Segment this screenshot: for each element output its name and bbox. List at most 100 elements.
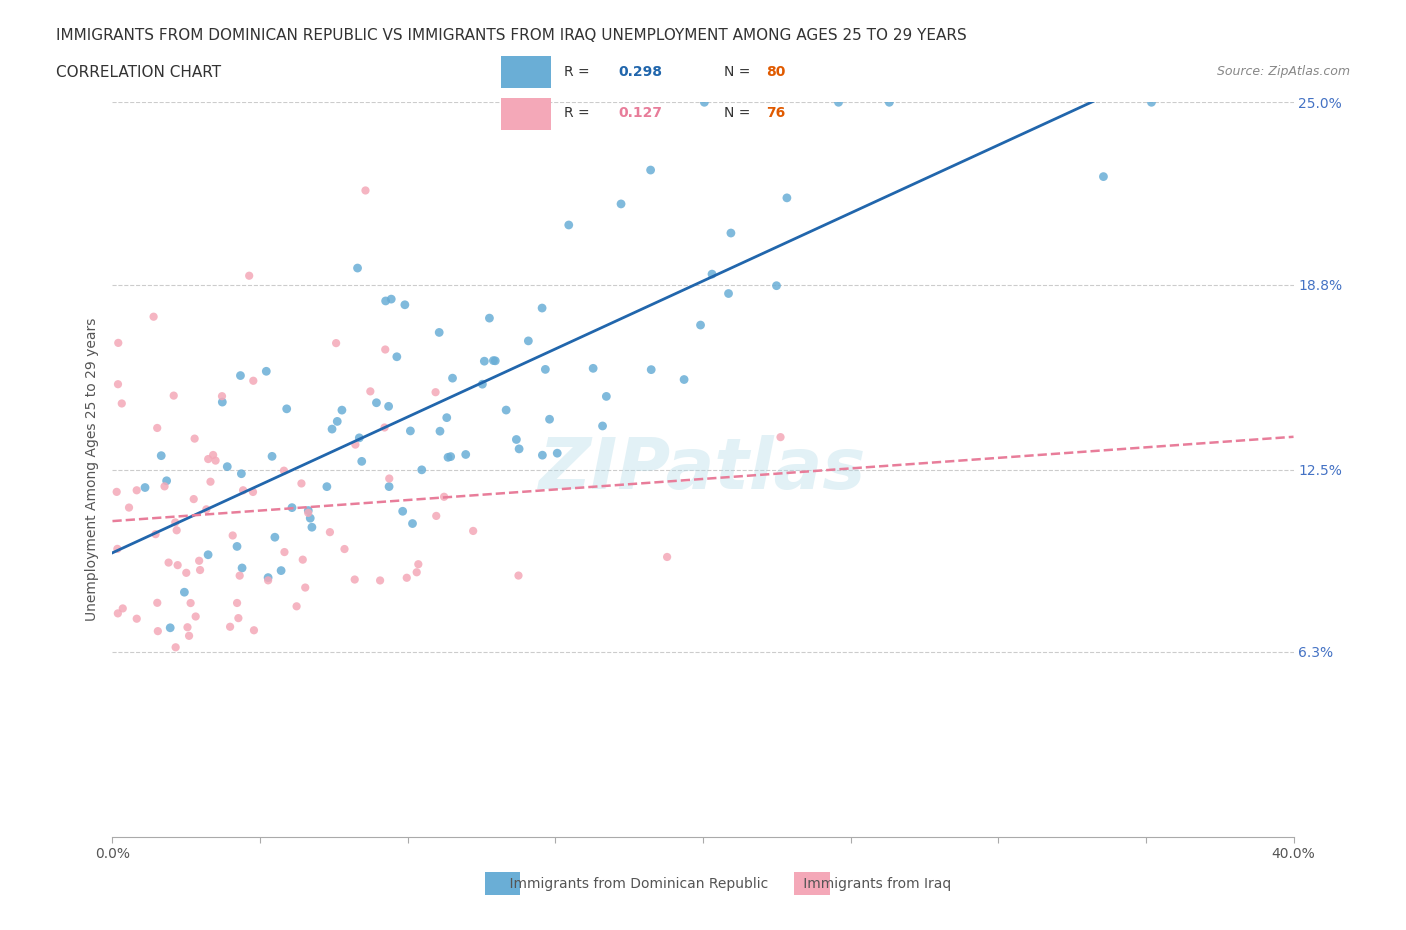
Point	[159, 620, 181, 635]
Point	[378, 472, 401, 486]
Point	[366, 395, 388, 410]
Point	[188, 563, 211, 578]
Point	[166, 523, 188, 538]
Point	[281, 500, 304, 515]
Point	[228, 568, 250, 583]
Point	[111, 396, 134, 411]
Text: R =: R =	[564, 106, 593, 121]
Point	[394, 298, 416, 312]
Point	[184, 609, 207, 624]
Text: 80: 80	[766, 64, 786, 79]
Point	[441, 371, 464, 386]
Point	[299, 511, 322, 525]
Point	[197, 452, 219, 467]
Point	[484, 353, 506, 368]
Point	[125, 611, 148, 626]
Point	[107, 377, 129, 392]
Point	[111, 601, 134, 616]
Point	[478, 311, 501, 325]
Point	[508, 568, 530, 583]
Point	[427, 325, 450, 339]
Point	[531, 300, 554, 315]
Point	[315, 479, 337, 494]
Text: 0.298: 0.298	[619, 64, 662, 79]
Point	[200, 474, 222, 489]
Point	[349, 431, 371, 445]
Point	[517, 334, 540, 349]
Point	[204, 453, 226, 468]
Text: 0.127: 0.127	[619, 106, 662, 121]
Point	[592, 418, 614, 433]
Point	[202, 447, 225, 462]
Point	[508, 442, 530, 457]
Point	[211, 394, 233, 409]
Text: Immigrants from Dominican Republic        Immigrants from Iraq: Immigrants from Dominican Republic Immig…	[492, 876, 952, 891]
Point	[285, 599, 308, 614]
Point	[163, 388, 186, 403]
Point	[276, 402, 298, 417]
Point	[243, 623, 266, 638]
Point	[219, 619, 242, 634]
Y-axis label: Unemployment Among Ages 25 to 29 years: Unemployment Among Ages 25 to 29 years	[84, 318, 98, 621]
Point	[776, 191, 799, 206]
Point	[153, 479, 176, 494]
Point	[319, 525, 342, 539]
Point	[291, 552, 314, 567]
Point	[558, 218, 581, 232]
Point	[425, 509, 447, 524]
Point	[105, 541, 128, 556]
Point	[454, 447, 477, 462]
Point	[700, 267, 723, 282]
Point	[429, 424, 451, 439]
Text: 76: 76	[766, 106, 786, 121]
Point	[595, 389, 617, 404]
Point	[717, 286, 740, 301]
Point	[211, 389, 233, 404]
Point	[378, 479, 401, 494]
Point	[156, 473, 179, 488]
Point	[401, 516, 423, 531]
Point	[242, 485, 264, 499]
Point	[534, 362, 557, 377]
Point	[273, 545, 295, 560]
Point	[333, 541, 356, 556]
Point	[254, 364, 277, 379]
Point	[180, 595, 202, 610]
Point	[188, 553, 211, 568]
Point	[134, 480, 156, 495]
Point	[374, 294, 396, 309]
Point	[405, 565, 427, 579]
Point	[436, 410, 458, 425]
Point	[176, 619, 198, 634]
Point	[166, 558, 188, 573]
Point	[165, 640, 187, 655]
Point	[765, 278, 787, 293]
Point	[689, 318, 711, 333]
Point	[229, 368, 252, 383]
Point	[354, 183, 377, 198]
Point	[326, 414, 349, 429]
Point	[177, 629, 200, 644]
Text: ZIPatlas: ZIPatlas	[540, 435, 866, 504]
Point	[769, 430, 792, 445]
Point	[231, 561, 253, 576]
Point	[297, 505, 319, 520]
Point	[297, 503, 319, 518]
Point	[546, 445, 568, 460]
Point	[374, 342, 396, 357]
Point	[242, 373, 264, 388]
Point	[437, 450, 460, 465]
FancyBboxPatch shape	[501, 98, 551, 130]
Point	[231, 466, 253, 481]
Point	[720, 226, 742, 241]
Point	[425, 385, 447, 400]
Point	[321, 421, 343, 436]
Point	[197, 548, 219, 563]
Point	[290, 476, 312, 491]
Point	[482, 353, 505, 368]
Point	[1140, 95, 1163, 110]
Point	[346, 260, 368, 275]
Point	[173, 585, 195, 600]
Point	[107, 336, 129, 351]
Point	[232, 483, 254, 498]
